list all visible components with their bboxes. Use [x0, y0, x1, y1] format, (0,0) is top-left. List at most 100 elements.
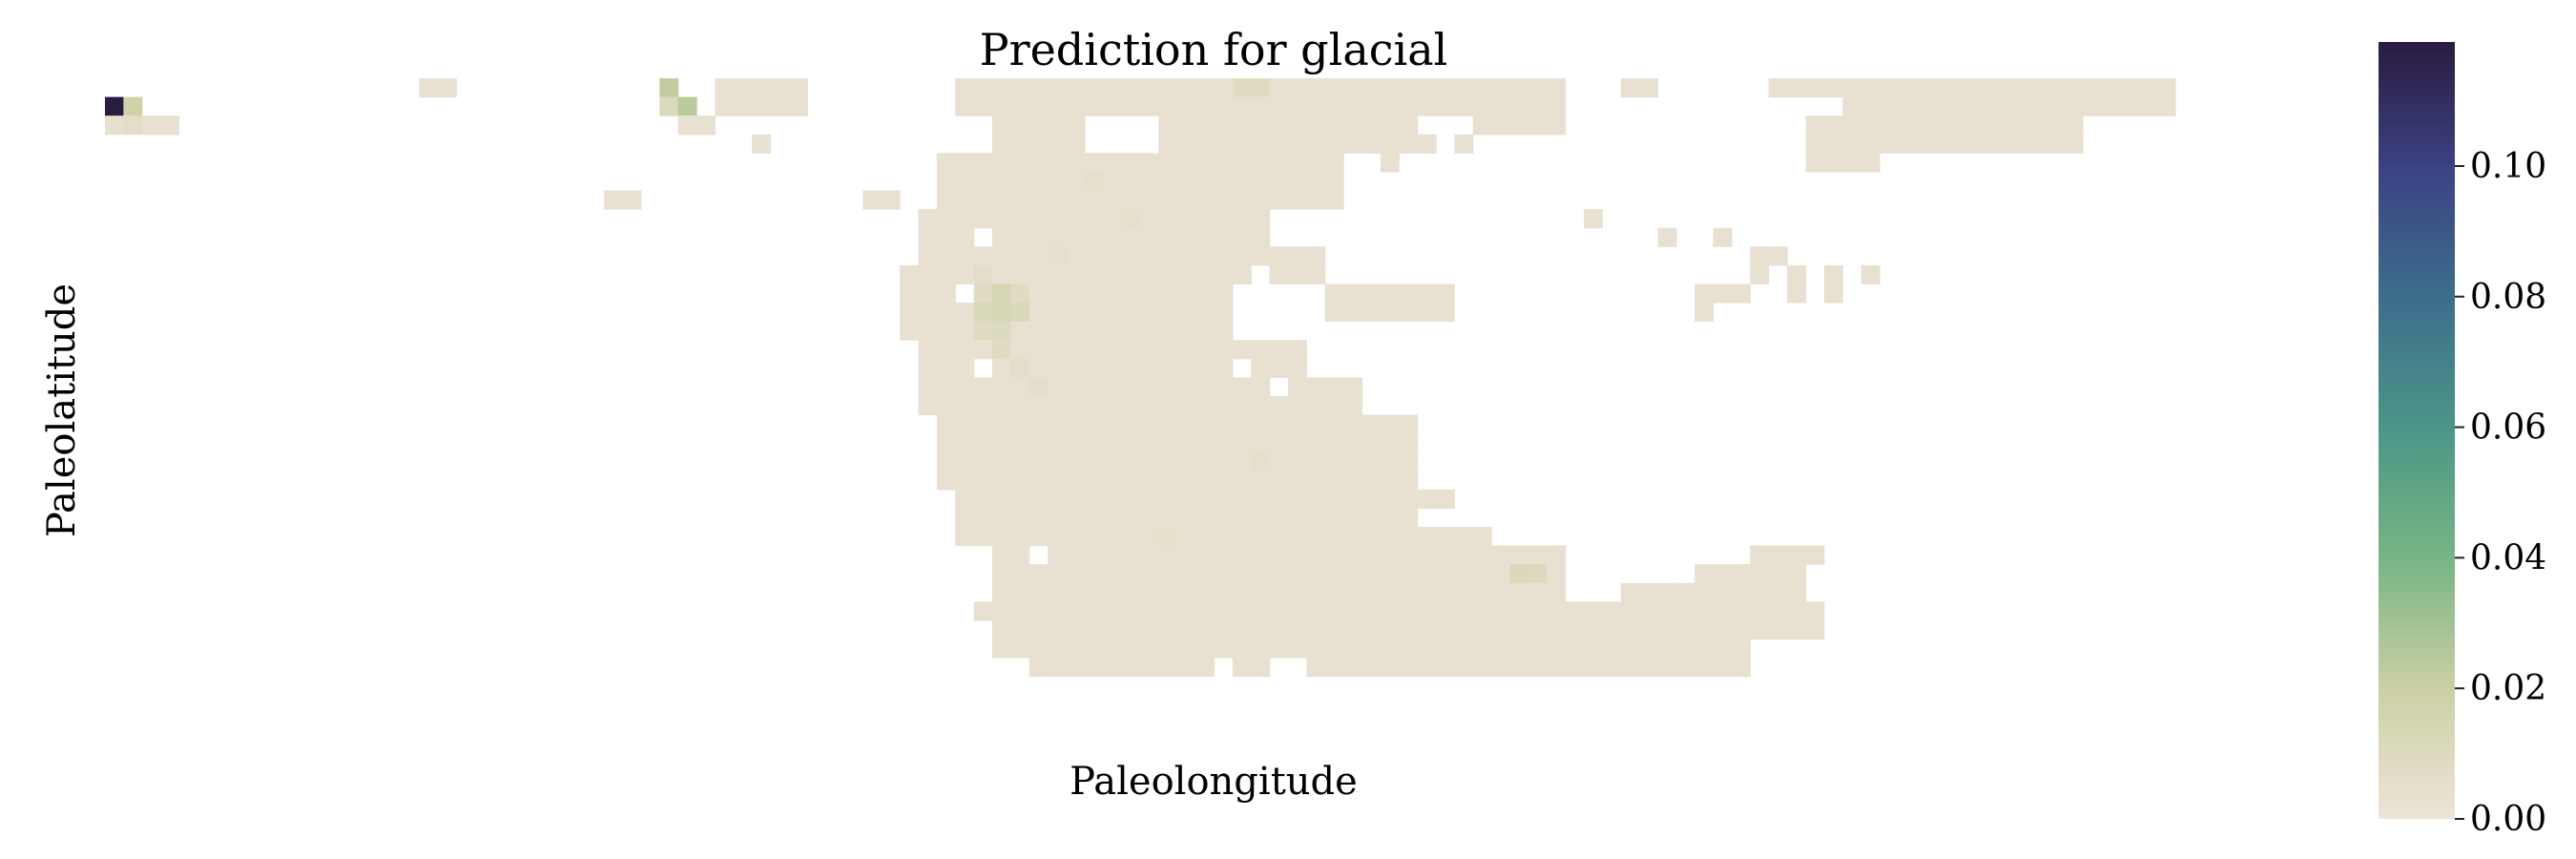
- heatmap-cell: [1048, 303, 1068, 323]
- heatmap-cell: [2064, 134, 2084, 154]
- heatmap-cell: [1084, 153, 1104, 173]
- heatmap-cell: [1713, 639, 1733, 659]
- heatmap-cell: [1158, 358, 1178, 378]
- heatmap-cell: [1639, 639, 1659, 659]
- heatmap-cell: [1361, 639, 1381, 659]
- heatmap-cell: [604, 190, 624, 210]
- heatmap-cell: [918, 264, 938, 285]
- heatmap-cell: [1547, 619, 1567, 640]
- heatmap-cell: [2083, 96, 2103, 116]
- heatmap-cell: [1399, 489, 1419, 510]
- heatmap-cell: [1010, 358, 1030, 378]
- heatmap-cell: [1694, 601, 1714, 621]
- heatmap-cell: [1288, 414, 1307, 434]
- heatmap-cell: [1121, 246, 1141, 266]
- heatmap-cell: [1306, 527, 1326, 547]
- heatmap-cell: [1306, 489, 1326, 510]
- heatmap-cell: [1436, 619, 1455, 640]
- heatmap-cell: [1990, 115, 2010, 136]
- heatmap-cell: [1713, 658, 1733, 678]
- heatmap-cell: [1214, 227, 1234, 247]
- heatmap-cell: [1214, 639, 1234, 659]
- heatmap-cell: [1306, 377, 1326, 397]
- heatmap-cell: [1916, 134, 1936, 154]
- heatmap-cell: [1121, 153, 1141, 173]
- heatmap-cell: [1620, 78, 1640, 98]
- heatmap-cell: [1103, 639, 1123, 659]
- heatmap-cell: [1990, 78, 2010, 98]
- heatmap-cell: [1324, 582, 1344, 602]
- heatmap-cell: [1158, 451, 1178, 471]
- heatmap-cell: [1343, 508, 1363, 528]
- heatmap-cell: [1361, 489, 1381, 510]
- heatmap-cell: [1491, 115, 1511, 136]
- heatmap-cell: [1399, 619, 1419, 640]
- heatmap-cell: [1324, 303, 1344, 323]
- heatmap-cell: [1288, 358, 1307, 378]
- heatmap-cell: [918, 358, 938, 378]
- heatmap-cell: [1805, 619, 1825, 640]
- heatmap-cell: [1527, 639, 1548, 659]
- heatmap-cell: [1232, 527, 1252, 547]
- heatmap-cell: [1823, 134, 1843, 154]
- heatmap-cell: [1380, 134, 1400, 154]
- heatmap-cell: [659, 96, 679, 116]
- heatmap-cell: [1214, 489, 1234, 510]
- heatmap-cell: [1472, 639, 1492, 659]
- heatmap-cell: [1214, 303, 1234, 323]
- heatmap-cell: [1823, 115, 1843, 136]
- heatmap-cell: [1214, 190, 1234, 210]
- heatmap-cell: [1454, 658, 1474, 678]
- heatmap-cell: [1288, 582, 1307, 602]
- heatmap-cell: [1306, 190, 1326, 210]
- heatmap-cell: [1694, 639, 1714, 659]
- heatmap-cell: [752, 78, 772, 98]
- heatmap-cell: [1547, 582, 1567, 602]
- heatmap-cell: [1454, 96, 1474, 116]
- heatmap-cell: [1509, 96, 1529, 116]
- heatmap-cell: [1048, 658, 1068, 678]
- heatmap-cell: [973, 451, 993, 471]
- heatmap-cell: [437, 78, 457, 98]
- heatmap-cell: [1324, 527, 1344, 547]
- heatmap-cell: [1028, 340, 1049, 360]
- heatmap-cell: [1454, 527, 1474, 547]
- heatmap-cell: [1084, 527, 1104, 547]
- heatmap-cell: [973, 171, 993, 192]
- heatmap-cell: [1214, 508, 1234, 528]
- heatmap-cell: [1436, 564, 1455, 584]
- heatmap-cell: [1898, 78, 1918, 98]
- heatmap-cell: [1288, 96, 1307, 116]
- heatmap-cell: [1768, 246, 1788, 266]
- heatmap-cell: [1176, 395, 1196, 416]
- heatmap-cell: [936, 190, 956, 210]
- heatmap-cell: [1399, 639, 1419, 659]
- heatmap-cell: [1547, 639, 1567, 659]
- heatmap-cell: [992, 153, 1011, 173]
- heatmap-cell: [1584, 601, 1603, 621]
- heatmap-cell: [1713, 582, 1733, 602]
- heatmap-cell: [696, 115, 716, 136]
- heatmap-cell: [1620, 582, 1640, 602]
- heatmap-cell: [1584, 209, 1603, 229]
- heatmap-cell: [1768, 545, 1788, 565]
- heatmap-cell: [1214, 471, 1234, 491]
- heatmap-cell: [1140, 395, 1159, 416]
- heatmap-cell: [1860, 264, 1880, 285]
- heatmap-cell: [918, 227, 938, 247]
- heatmap-cell: [1140, 358, 1159, 378]
- heatmap-cell: [1436, 658, 1455, 678]
- heatmap-cell: [1547, 658, 1567, 678]
- heatmap-cell: [1251, 246, 1271, 266]
- heatmap-cell: [1269, 264, 1289, 285]
- heatmap-cell: [1084, 190, 1104, 210]
- heatmap-cell: [1880, 78, 1899, 98]
- heatmap-cell: [1547, 601, 1567, 621]
- heatmap-cell: [1269, 395, 1289, 416]
- heatmap-cell: [1048, 264, 1068, 285]
- heatmap-cell: [1066, 433, 1086, 453]
- heatmap-cell: [936, 451, 956, 471]
- heatmap-cell: [1417, 619, 1437, 640]
- heatmap-cell: [1103, 582, 1123, 602]
- heatmap-cell: [1805, 134, 1825, 154]
